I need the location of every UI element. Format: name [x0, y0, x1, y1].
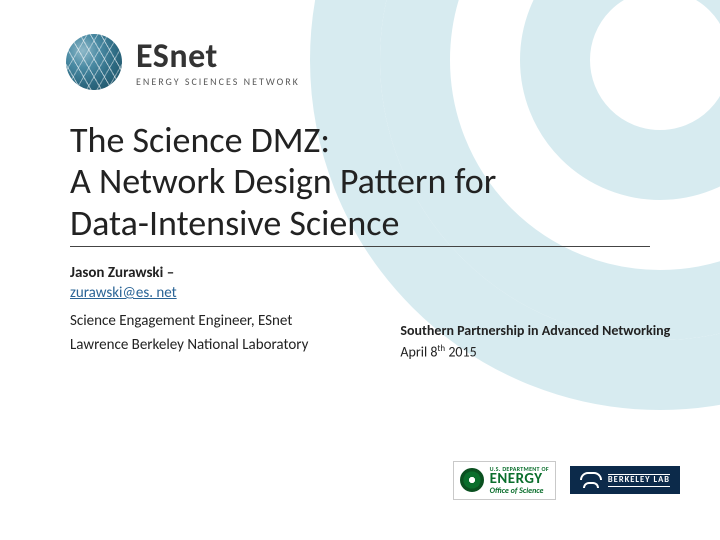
- event-date-sup: th: [437, 343, 445, 354]
- page-title: The Science DMZ: A Network Design Patter…: [70, 120, 650, 247]
- event-date: April 8th 2015: [400, 343, 670, 361]
- doe-line-3: Office of Science: [490, 486, 549, 496]
- title-slide: ESnet ENERGY SCIENCES NETWORK The Scienc…: [0, 0, 720, 540]
- brand-text: ESnet ENERGY SCIENCES NETWORK: [136, 36, 300, 88]
- brand-name: ESnet: [136, 36, 300, 77]
- author-email-link[interactable]: zurawski@es. net: [70, 284, 177, 302]
- doe-text: U.S. DEPARTMENT OF ENERGY Office of Scie…: [490, 465, 549, 497]
- author-block: Jason Zurawski – zurawski@es. net Scienc…: [70, 264, 348, 384]
- berkeley-lab-icon: [580, 472, 602, 488]
- info-columns: Jason Zurawski – zurawski@es. net Scienc…: [70, 264, 650, 384]
- doe-line-2: ENERGY: [490, 473, 549, 487]
- title-line-2: A Network Design Pattern for: [70, 159, 496, 203]
- event-date-suffix: 2015: [445, 344, 477, 361]
- title-line-1: The Science DMZ:: [70, 118, 330, 162]
- berkeley-lab-logo: BERKELEY LAB: [570, 466, 680, 494]
- berkeley-lab-text: BERKELEY LAB: [608, 473, 670, 488]
- event-name: Southern Partnership in Advanced Network…: [400, 322, 670, 339]
- title-line-3: Data-Intensive Science: [70, 201, 399, 245]
- event-date-prefix: April 8: [400, 344, 437, 361]
- event-block: Southern Partnership in Advanced Network…: [400, 264, 670, 384]
- doe-seal-icon: [460, 468, 484, 492]
- doe-logo: U.S. DEPARTMENT OF ENERGY Office of Scie…: [453, 461, 556, 501]
- esnet-sphere-icon: [66, 34, 122, 90]
- footer-logos: U.S. DEPARTMENT OF ENERGY Office of Scie…: [453, 461, 680, 501]
- author-name: Jason Zurawski –: [70, 264, 348, 282]
- brand-subtitle: ENERGY SCIENCES NETWORK: [136, 75, 300, 88]
- brand-logo: ESnet ENERGY SCIENCES NETWORK: [66, 34, 300, 90]
- author-org: Lawrence Berkeley National Laboratory: [70, 336, 348, 354]
- author-role: Science Engagement Engineer, ESnet: [70, 312, 348, 330]
- berkeley-lab-line-1: BERKELEY LAB: [608, 476, 670, 485]
